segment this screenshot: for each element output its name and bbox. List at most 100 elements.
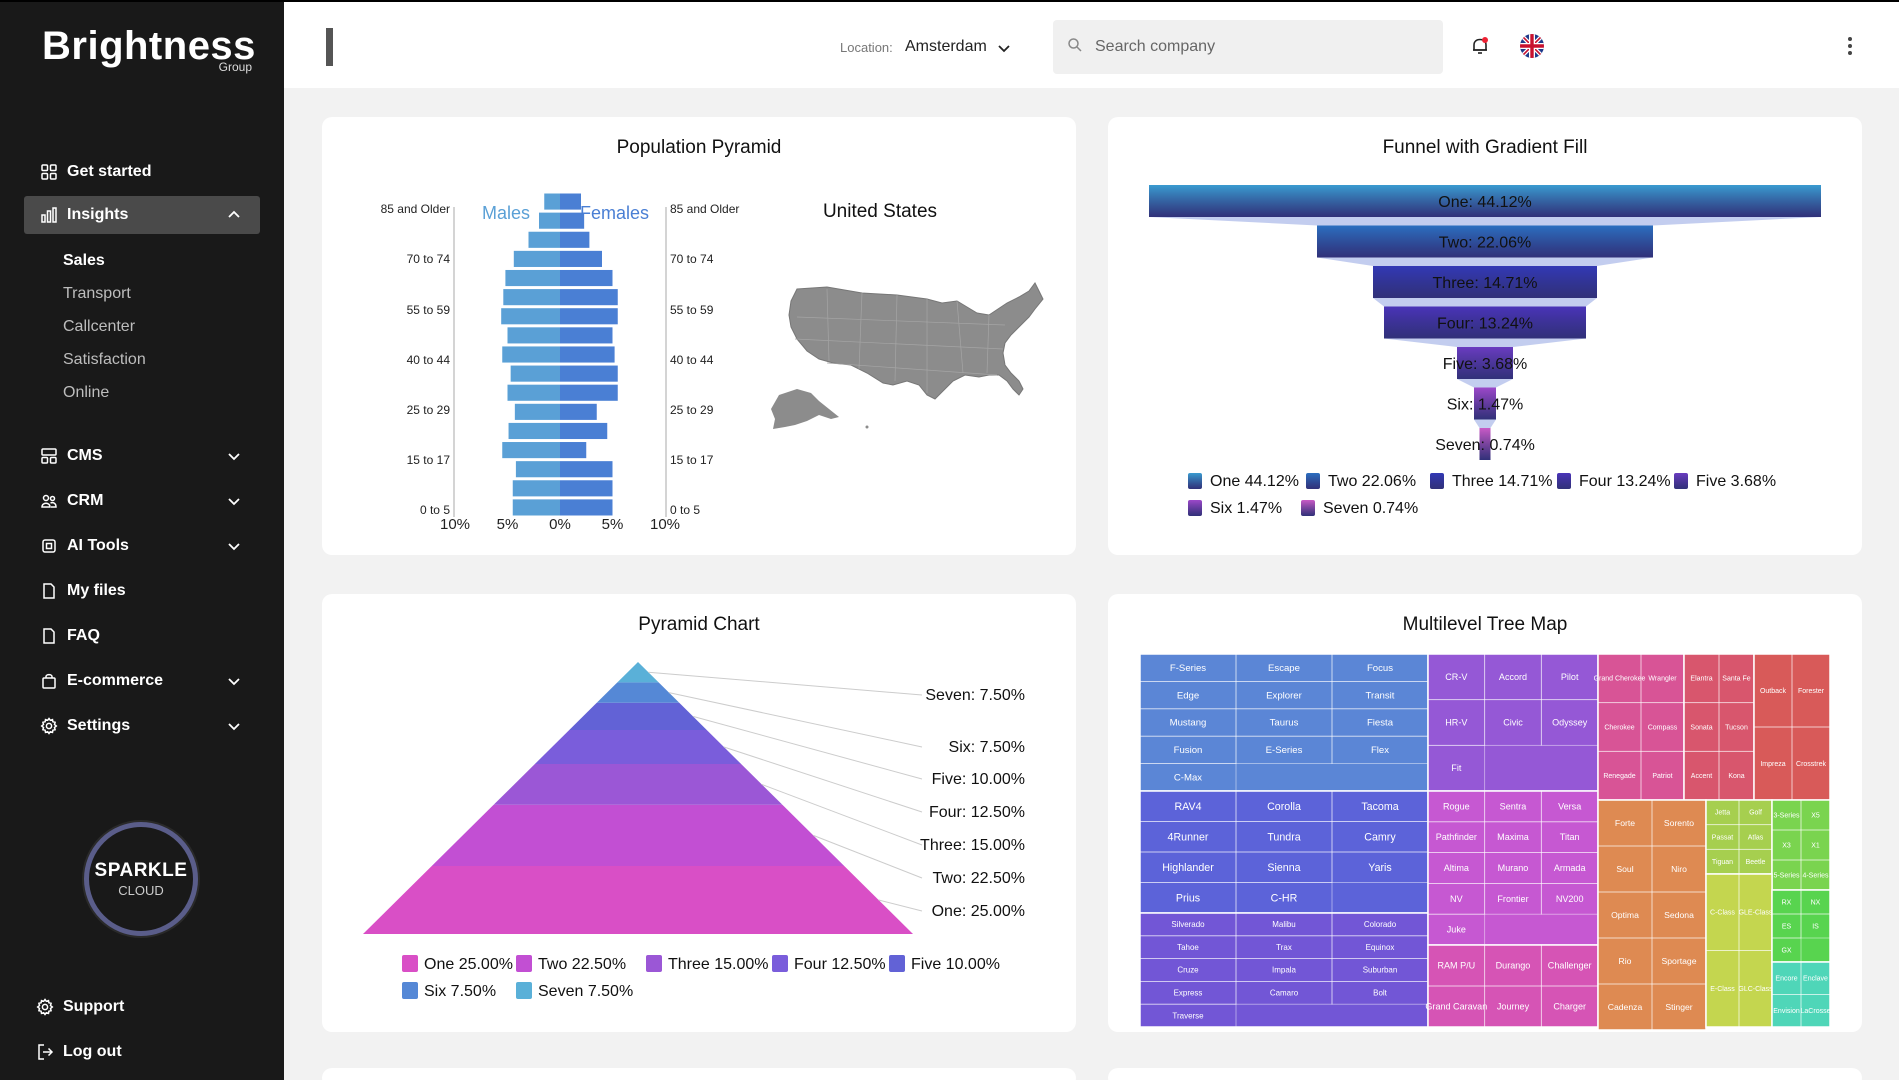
female-bar xyxy=(560,403,597,420)
treemap-leaf-label: Jetta xyxy=(1715,810,1730,817)
treemap-leaf-label: F-Series xyxy=(1170,663,1206,674)
hawaii-shape[interactable] xyxy=(865,425,869,429)
pyramid-legend-swatch xyxy=(402,955,418,972)
funnel-label: Seven: 0.74% xyxy=(1435,437,1535,454)
treemap-leaf-label: Juke xyxy=(1447,925,1466,935)
sidebar-item-label: Get started xyxy=(67,163,152,180)
treemap-leaf-label: Niro xyxy=(1671,864,1687,874)
sidebar-item-faq[interactable]: FAQ xyxy=(24,617,260,655)
treemap-leaf-label: GLE-Class xyxy=(1739,910,1773,917)
treemap-leaf-label: Silverado xyxy=(1171,920,1205,929)
legend-females: Females xyxy=(580,203,649,223)
treemap-card: Multilevel Tree Map F-Series Escape Focus E… xyxy=(1108,594,1862,1032)
next-card-top xyxy=(322,1068,1076,1080)
male-bar xyxy=(544,193,560,210)
treemap-leaf-label: C-Max xyxy=(1174,772,1202,783)
sidebar-item-label: E-commerce xyxy=(67,672,164,689)
funnel-legend-swatch xyxy=(1301,500,1315,516)
treemap-leaf-label: Golf xyxy=(1749,810,1762,817)
sidebar-item-label: FAQ xyxy=(67,627,100,644)
pyramid-segment xyxy=(431,804,845,866)
subnav-item-callcenter[interactable]: Callcenter xyxy=(63,318,136,335)
sidebar-item-label: My files xyxy=(67,582,126,599)
pyramid-legend-swatch xyxy=(516,955,532,972)
pyramid-label: Three: 15.00% xyxy=(920,837,1025,854)
x-tick-label: 5% xyxy=(602,516,624,533)
more-vertical-icon[interactable] xyxy=(1840,36,1860,56)
age-tick-label-right: 25 to 29 xyxy=(670,403,714,417)
uk-flag-icon[interactable] xyxy=(1520,34,1544,58)
treemap-leaf-label: Colorado xyxy=(1364,920,1397,929)
sidebar-item-settings[interactable]: Settings xyxy=(24,707,260,745)
bar-chart-icon xyxy=(40,206,58,224)
treemap-leaf-label: Grand Cherokee xyxy=(1594,676,1646,683)
chevron-down-icon[interactable] xyxy=(996,40,1012,56)
sidebar-item-get-started[interactable]: Get started xyxy=(24,153,260,191)
bag-icon xyxy=(40,672,58,690)
treemap-leaf-label: Tiguan xyxy=(1712,859,1733,866)
treemap-leaf-label: Corolla xyxy=(1267,801,1301,813)
male-bar xyxy=(507,327,560,344)
subnav-item-online[interactable]: Online xyxy=(63,384,110,401)
logout-link[interactable]: Log out xyxy=(22,1033,258,1071)
age-tick-label-left: 25 to 29 xyxy=(407,403,451,417)
treemap-leaf-label: Explorer xyxy=(1266,690,1302,701)
sidebar-item-crm[interactable]: CRM xyxy=(24,482,260,520)
pyramid-legend-label: Three 15.00% xyxy=(668,956,769,973)
treemap-leaf-label: Cherokee xyxy=(1604,724,1634,731)
location-label: Location: xyxy=(840,40,893,55)
treemap-leaf-label: Tucson xyxy=(1725,724,1748,731)
treemap-leaf-label: IS xyxy=(1812,923,1819,930)
male-bar xyxy=(505,269,560,287)
sidebar-item-label: CRM xyxy=(67,492,104,509)
support-link[interactable]: Support xyxy=(22,988,258,1026)
funnel-legend-label: Four 13.24% xyxy=(1579,473,1671,490)
treemap-leaf-label: Tacoma xyxy=(1361,801,1398,813)
treemap-leaf-label: Flex xyxy=(1371,745,1389,756)
pyramid-label: Five: 10.00% xyxy=(932,771,1025,788)
treemap-leaf-label: Malibu xyxy=(1272,920,1295,929)
population-pyramid-chart: 0 to 5 0 to 5 15 to 17 15 to 17 25 to 29 25 t… xyxy=(381,193,739,533)
treemap-leaf-label: Express xyxy=(1174,988,1203,997)
location-select[interactable]: Amsterdam xyxy=(905,38,987,55)
pyramid-legend-swatch xyxy=(516,982,532,999)
treemap-leaf-label: Kona xyxy=(1728,773,1744,780)
alaska-shape[interactable] xyxy=(771,389,839,429)
sidebar-item-my-files[interactable]: My files xyxy=(24,572,260,610)
chart-title: Population Pyramid xyxy=(616,137,782,158)
treemap-leaf-label: NV xyxy=(1450,894,1463,904)
sidebar-item-ai-tools[interactable]: AI Tools xyxy=(24,527,260,565)
treemap-leaf-label: X1 xyxy=(1811,842,1820,849)
sidebar-item-cms[interactable]: CMS xyxy=(24,437,260,475)
subnav-item-satisfaction[interactable]: Satisfaction xyxy=(63,351,146,368)
subnav-item-sales[interactable]: Sales xyxy=(63,252,105,269)
treemap-leaf-label: Trax xyxy=(1276,943,1292,952)
bell-icon[interactable] xyxy=(1470,36,1490,56)
female-bar xyxy=(560,193,581,210)
pyramid-legend-swatch xyxy=(402,982,418,999)
brand-logo[interactable]: Brightness Group xyxy=(42,24,255,78)
treemap-leaf-label: Charger xyxy=(1553,1002,1586,1012)
pyramid-leader-line xyxy=(692,715,923,780)
sidebar-item-e-commerce[interactable]: E-commerce xyxy=(24,662,260,700)
treemap-leaf-label: Bolt xyxy=(1373,988,1388,997)
subnav-item-transport[interactable]: Transport xyxy=(63,285,131,302)
treemap-leaf-label: Maxima xyxy=(1497,832,1530,842)
treemap-leaf-label: HR-V xyxy=(1445,718,1467,728)
treemap-leaf-label: Odyssey xyxy=(1552,718,1588,728)
chart-title: Pyramid Chart xyxy=(638,614,760,635)
female-bar xyxy=(560,250,602,267)
search-input[interactable] xyxy=(1095,36,1425,58)
us-map[interactable] xyxy=(767,277,1067,445)
treemap-leaf-label: 4Runner xyxy=(1168,831,1209,843)
treemap-group-rect xyxy=(1427,790,1599,946)
sidebar-item-insights[interactable]: Insights xyxy=(24,196,260,234)
female-bar xyxy=(560,269,613,287)
funnel-label: One: 44.12% xyxy=(1438,194,1531,211)
sparkle-cloud-badge[interactable]: SPARKLE CLOUD xyxy=(84,822,198,936)
us-mainland-shape[interactable] xyxy=(788,282,1044,400)
treemap-leaf-label: Sonata xyxy=(1690,724,1712,731)
treemap-leaf-label: Escape xyxy=(1268,663,1300,674)
funnel-legend-label: Seven 0.74% xyxy=(1323,500,1418,517)
age-tick-label-right: 0 to 5 xyxy=(670,503,700,517)
